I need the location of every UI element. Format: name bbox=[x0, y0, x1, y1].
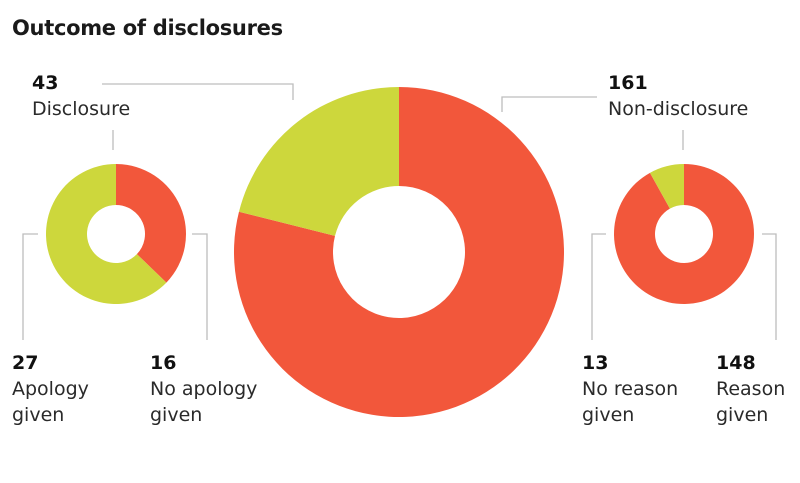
label-disclosure-value: 43 bbox=[32, 72, 59, 94]
main-slice-non-disclosure bbox=[233, 87, 565, 417]
non-disclosure-slice-reason-given bbox=[614, 164, 755, 304]
leader-no-reason bbox=[591, 233, 606, 340]
donut-main bbox=[233, 86, 565, 417]
label-no-apology-text: No apology given bbox=[150, 378, 258, 426]
label-non-disclosure-text: Non-disclosure bbox=[608, 98, 749, 120]
label-apology-text: Apology given bbox=[12, 378, 89, 426]
label-apology-value: 27 bbox=[12, 352, 39, 374]
disclosure-slice-apology-given bbox=[46, 164, 167, 304]
label-reason-text: Reason given bbox=[716, 378, 786, 426]
label-disclosure: 43 Disclosure bbox=[32, 70, 152, 122]
leader-lines bbox=[22, 83, 777, 340]
leader-apology bbox=[22, 233, 38, 340]
leader-reason bbox=[762, 233, 777, 340]
label-non-disclosure-value: 161 bbox=[608, 72, 648, 94]
main-slice-disclosure bbox=[238, 86, 399, 236]
label-disclosure-text: Disclosure bbox=[32, 98, 131, 120]
leader-disclosure bbox=[102, 83, 294, 100]
donut-disclosure bbox=[46, 164, 187, 304]
leader-no-apology bbox=[192, 233, 208, 340]
leader-non-disclosure bbox=[501, 96, 597, 112]
label-no-reason: 13 No reason given bbox=[582, 350, 702, 428]
donut-non-disclosure bbox=[614, 164, 755, 304]
label-no-apology-value: 16 bbox=[150, 352, 177, 374]
label-non-disclosure: 161 Non-disclosure bbox=[608, 70, 778, 122]
chart-title: Outcome of disclosures bbox=[12, 16, 283, 40]
disclosure-slice-no-apology-given bbox=[116, 164, 187, 283]
label-no-reason-text: No reason given bbox=[582, 378, 679, 426]
label-reason: 148 Reason given bbox=[716, 350, 796, 428]
label-no-reason-value: 13 bbox=[582, 352, 609, 374]
label-no-apology: 16 No apology given bbox=[150, 350, 280, 428]
label-reason-value: 148 bbox=[716, 352, 756, 374]
non-disclosure-slice-no-reason-given bbox=[649, 164, 684, 209]
label-apology: 27 Apology given bbox=[12, 350, 112, 428]
